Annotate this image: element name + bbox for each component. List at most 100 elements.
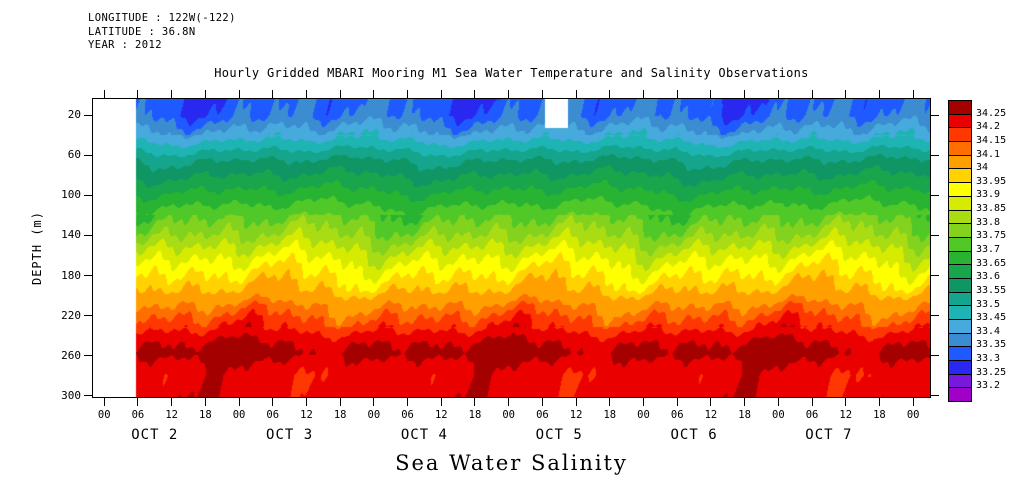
x-day-label: OCT 5 bbox=[535, 427, 583, 443]
x-tick-mark bbox=[609, 90, 611, 98]
x-tick-mark bbox=[474, 398, 476, 406]
x-tick-label: 12 bbox=[300, 409, 313, 421]
y-tick-mark bbox=[84, 114, 92, 116]
colorbar-swatch bbox=[949, 347, 971, 362]
x-tick-mark bbox=[676, 90, 678, 98]
colorbar-label: 34.1 bbox=[976, 148, 1001, 160]
x-tick-label: 06 bbox=[670, 409, 684, 421]
colorbar-swatch bbox=[949, 306, 971, 320]
x-tick-mark bbox=[440, 90, 442, 98]
x-tick-mark bbox=[508, 398, 510, 406]
x-tick-mark bbox=[305, 398, 307, 406]
y-tick-mark bbox=[84, 315, 92, 317]
x-tick-label: 18 bbox=[199, 409, 212, 421]
x-tick-mark bbox=[845, 398, 847, 406]
x-tick-mark bbox=[272, 398, 274, 406]
x-tick-mark bbox=[171, 398, 173, 406]
x-tick-mark bbox=[676, 398, 678, 406]
x-tick-label: 06 bbox=[131, 409, 145, 421]
y-tick-mark bbox=[84, 355, 92, 357]
x-tick-mark bbox=[373, 398, 375, 406]
y-tick-mark bbox=[931, 154, 939, 156]
x-tick-label: 06 bbox=[401, 409, 414, 421]
y-tick-mark bbox=[84, 275, 92, 277]
x-day-label: OCT 2 bbox=[131, 427, 179, 443]
x-tick-mark bbox=[643, 398, 644, 406]
y-tick-mark bbox=[931, 395, 939, 397]
colorbar-label: 33.6 bbox=[976, 271, 1001, 283]
x-tick-label: 00 bbox=[906, 409, 920, 421]
x-tick-label: 06 bbox=[266, 409, 280, 421]
colorbar-label: 33.2 bbox=[976, 380, 1001, 392]
x-tick-mark bbox=[204, 90, 206, 98]
y-tick-label: 260 bbox=[61, 348, 81, 362]
colorbar-label: 33.9 bbox=[976, 189, 1001, 201]
y-tick-mark bbox=[84, 194, 92, 196]
x-tick-mark bbox=[474, 90, 476, 98]
x-tick-mark bbox=[407, 398, 409, 406]
colorbar-swatch bbox=[949, 210, 971, 225]
colorbar-swatch bbox=[949, 114, 971, 129]
colorbar-swatch bbox=[949, 169, 971, 184]
x-tick-label: 00 bbox=[232, 409, 246, 421]
colorbar-label: 34 bbox=[976, 162, 989, 174]
x-tick-label: 00 bbox=[637, 409, 650, 421]
y-tick-mark bbox=[931, 194, 939, 196]
x-tick-mark bbox=[103, 90, 105, 98]
longitude-label: LONGITUDE : 122W(-122) bbox=[88, 12, 236, 24]
x-tick-label: 06 bbox=[805, 409, 819, 421]
x-tick-mark bbox=[609, 398, 611, 406]
colorbar-label: 33.4 bbox=[976, 325, 1001, 337]
x-day-label: OCT 4 bbox=[400, 427, 448, 443]
x-tick-label: 18 bbox=[468, 409, 482, 421]
x-tick-mark bbox=[710, 90, 712, 98]
x-tick-mark bbox=[339, 90, 341, 98]
colorbar-swatch bbox=[949, 101, 971, 115]
x-tick-mark bbox=[541, 90, 543, 98]
x-tick-label: 00 bbox=[502, 409, 516, 421]
x-tick-label: 12 bbox=[165, 409, 178, 421]
x-tick-label: 12 bbox=[704, 409, 718, 421]
x-tick-mark bbox=[777, 398, 779, 406]
x-tick-mark bbox=[744, 398, 746, 406]
y-tick-mark bbox=[84, 395, 92, 397]
x-tick-label: 12 bbox=[434, 409, 448, 421]
x-tick-mark bbox=[777, 90, 779, 98]
colorbar-label: 33.75 bbox=[976, 230, 1007, 242]
x-tick-label: 00 bbox=[772, 409, 785, 421]
colorbar-label: 33.5 bbox=[976, 298, 1001, 310]
x-tick-mark bbox=[878, 90, 880, 98]
year-label: YEAR : 2012 bbox=[88, 39, 162, 51]
colorbar-label: 33.85 bbox=[976, 203, 1007, 215]
x-tick-mark bbox=[575, 398, 577, 406]
colorbar-swatch bbox=[949, 361, 971, 375]
x-tick-mark bbox=[811, 90, 813, 98]
y-tick-mark bbox=[931, 114, 939, 116]
y-tick-label: 180 bbox=[61, 268, 81, 282]
x-tick-mark bbox=[744, 90, 746, 98]
y-tick-mark bbox=[84, 154, 92, 156]
colorbar-label: 33.25 bbox=[976, 366, 1007, 378]
y-tick-mark bbox=[931, 355, 939, 357]
colorbar-swatch bbox=[949, 265, 971, 279]
x-tick-mark bbox=[811, 398, 813, 406]
x-tick-mark bbox=[137, 90, 139, 98]
y-tick-label: 60 bbox=[67, 148, 81, 162]
y-tick-label: 300 bbox=[61, 388, 81, 402]
salinity-contour-plot bbox=[93, 99, 930, 397]
y-tick-mark bbox=[84, 234, 92, 236]
colorbar-swatch bbox=[949, 128, 971, 143]
x-tick-mark bbox=[171, 90, 173, 98]
x-day-label: OCT 6 bbox=[670, 427, 718, 443]
latitude-label: LATITUDE : 36.8N bbox=[88, 25, 196, 38]
colorbar-swatch bbox=[949, 155, 971, 170]
x-tick-label: 12 bbox=[839, 409, 853, 421]
x-tick-mark bbox=[305, 90, 307, 98]
x-tick-mark bbox=[845, 90, 847, 98]
plot-title: Hourly Gridded MBARI Mooring M1 Sea Wate… bbox=[214, 66, 809, 80]
y-tick-mark bbox=[931, 315, 939, 317]
x-tick-mark bbox=[407, 90, 409, 98]
x-tick-label: 18 bbox=[873, 409, 886, 421]
metadata-block: LONGITUDE : 122W(-122) LATITUDE : 36.8N … bbox=[88, 12, 236, 53]
